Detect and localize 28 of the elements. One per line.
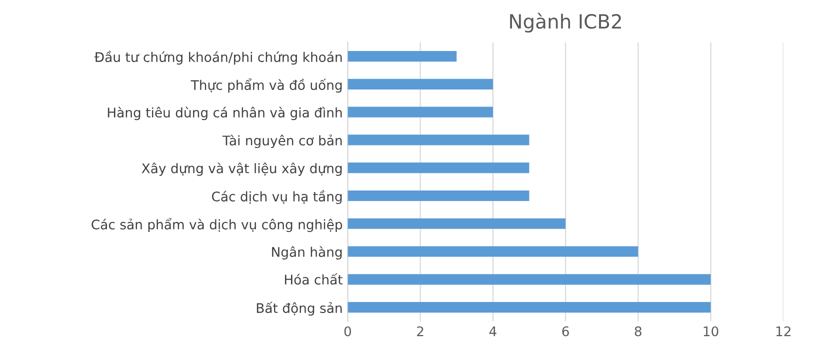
y-tick-label: Xây dựng và vật liệu xây dựng — [142, 162, 342, 176]
x-tick-label: 2 — [417, 326, 424, 336]
y-tick-label: Hóa chất — [284, 273, 343, 285]
bar — [348, 274, 711, 285]
y-tick-label: Thực phẩm và đồ uống — [190, 78, 342, 93]
bar — [348, 218, 566, 229]
x-tick-label: 12 — [776, 326, 790, 336]
y-tick-label: Ngân hàng — [272, 246, 342, 260]
y-tick-label: Hàng tiêu dùng cá nhân và gia đình — [108, 106, 342, 120]
bar — [348, 162, 530, 174]
x-tick-label: 0 — [344, 326, 352, 336]
y-tick-label: Tài nguyên cơ bản — [222, 134, 342, 148]
bar — [348, 78, 493, 90]
bar — [348, 190, 530, 202]
chart-title: Ngành ICB2 — [510, 12, 621, 33]
y-tick-label: Các sản phẩm và dịch vụ công nghiệp — [92, 218, 342, 232]
bar — [348, 51, 457, 62]
y-tick-label: Đầu tư chứng khoán/phi chứng khoán — [94, 50, 342, 65]
x-tick-label: 6 — [562, 326, 569, 336]
bar — [348, 302, 711, 313]
bar — [348, 106, 493, 118]
y-tick-label: Các dịch vụ hạ tầng — [212, 190, 342, 204]
x-tick-label: 10 — [704, 326, 718, 336]
y-tick-label: Bất động sản — [256, 302, 342, 316]
bar — [348, 246, 638, 257]
bar — [348, 134, 530, 146]
x-tick-label: 8 — [634, 326, 642, 336]
x-tick-label: 4 — [489, 326, 496, 336]
